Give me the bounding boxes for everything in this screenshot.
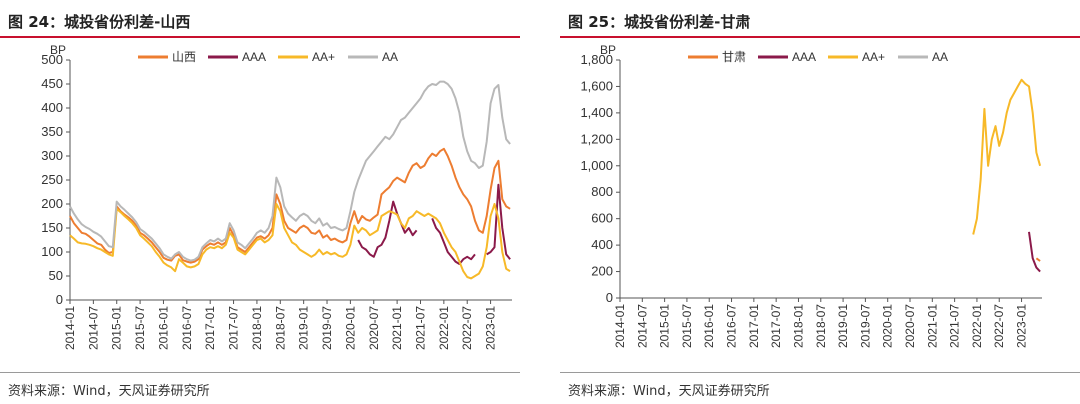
legend-label: AA+ xyxy=(312,50,335,64)
y-tick-label: 250 xyxy=(41,172,63,187)
y-tick-label: 1,800 xyxy=(580,52,613,67)
y-tick-label: 100 xyxy=(41,244,63,259)
y-tick-label: 0 xyxy=(606,290,613,305)
source-note: 资料来源：Wind，天风证券研究所 xyxy=(8,384,210,399)
y-tick-label: 800 xyxy=(591,184,613,199)
x-tick-label: 2018-01 xyxy=(791,304,805,348)
x-tick-label: 2018-07 xyxy=(273,306,287,350)
title-rule xyxy=(560,36,1080,38)
legend-label: AAA xyxy=(792,50,816,64)
x-tick-label: 2022-01 xyxy=(437,306,451,350)
chart-title: 图 24：城投省份利差-山西 xyxy=(8,13,191,31)
y-tick-label: 300 xyxy=(41,148,63,163)
legend-label: 山西 xyxy=(172,50,196,64)
x-tick-label: 2020-01 xyxy=(343,306,357,350)
x-tick-label: 2021-01 xyxy=(390,306,404,350)
x-tick-label: 2017-07 xyxy=(769,304,783,348)
x-tick-label: 2021-07 xyxy=(948,304,962,348)
series-line-1 xyxy=(357,183,511,265)
series-line-0 xyxy=(1035,257,1041,262)
legend-label: AA+ xyxy=(862,50,885,64)
x-tick-label: 2023-01 xyxy=(1015,304,1029,348)
y-tick-label: 200 xyxy=(41,196,63,211)
x-tick-label: 2015-01 xyxy=(110,306,124,350)
x-tick-label: 2021-07 xyxy=(413,306,427,350)
x-tick-label: 2016-07 xyxy=(180,306,194,350)
series-line-1 xyxy=(1028,231,1041,273)
chart-panel-right: 图 25：城投省份利差-甘肃 BP 0 200 400 600 800 1,000 1,200… xyxy=(560,0,1080,404)
legend-label: AA xyxy=(932,50,948,64)
y-tick-label: 1,200 xyxy=(580,131,613,146)
x-tick-label: 2019-01 xyxy=(297,306,311,350)
source-rule xyxy=(560,372,1080,373)
y-tick-label: 400 xyxy=(41,100,63,115)
x-tick-label: 2018-01 xyxy=(250,306,264,350)
chart-title: 图 25：城投省份利差-甘肃 xyxy=(568,13,751,31)
x-tick-label: 2015-07 xyxy=(680,304,694,348)
series-line-2 xyxy=(972,78,1042,235)
chart-panel-left: 图 24：城投省份利差-山西 BP 0 50 100 150 200 250 300 350 40… xyxy=(0,0,520,404)
title-rule xyxy=(0,36,520,38)
x-tick-label: 2014-01 xyxy=(63,306,77,350)
y-tick-label: 600 xyxy=(591,211,613,226)
y-tick-label: 400 xyxy=(591,237,613,252)
x-tick-label: 2022-07 xyxy=(992,304,1006,348)
legend-label: AA xyxy=(382,50,398,64)
x-tick-label: 2015-07 xyxy=(133,306,147,350)
x-tick-label: 2020-07 xyxy=(903,304,917,348)
x-tick-label: 2014-01 xyxy=(613,304,627,348)
y-tick-label: 1,600 xyxy=(580,78,613,93)
y-axis-label: BP xyxy=(600,43,616,57)
legend-label: AAA xyxy=(242,50,266,64)
x-tick-label: 2017-07 xyxy=(227,306,241,350)
y-tick-label: 0 xyxy=(56,292,63,307)
line-chart-shanxi: BP 0 50 100 150 200 250 300 350 400 450 500 2014-01 2… xyxy=(41,43,512,350)
series-line-0 xyxy=(69,147,511,264)
legend-label: 甘肃 xyxy=(722,50,746,64)
y-tick-label: 150 xyxy=(41,220,63,235)
x-tick-label: 2017-01 xyxy=(747,304,761,348)
line-chart-gansu: BP 0 200 400 600 800 1,000 1,200 1,400 1,600 1,800… xyxy=(580,43,1042,348)
source-rule xyxy=(0,372,520,373)
y-tick-label: 500 xyxy=(41,52,63,67)
x-tick-label: 2020-01 xyxy=(881,304,895,348)
y-tick-label: 1,000 xyxy=(580,158,613,173)
source-note: 资料来源：Wind，天风证券研究所 xyxy=(568,384,770,399)
x-tick-label: 2019-01 xyxy=(836,304,850,348)
x-tick-label: 2017-01 xyxy=(203,306,217,350)
x-tick-label: 2022-07 xyxy=(460,306,474,350)
x-tick-label: 2019-07 xyxy=(858,304,872,348)
x-tick-label: 2019-07 xyxy=(320,306,334,350)
x-tick-label: 2022-01 xyxy=(970,304,984,348)
y-axis-label: BP xyxy=(50,43,66,57)
y-tick-label: 350 xyxy=(41,124,63,139)
y-tick-label: 200 xyxy=(591,264,613,279)
x-tick-label: 2015-01 xyxy=(658,304,672,348)
y-tick-label: 50 xyxy=(49,268,63,283)
x-tick-label: 2014-07 xyxy=(635,304,649,348)
x-tick-label: 2014-07 xyxy=(86,306,100,350)
x-tick-label: 2016-01 xyxy=(702,304,716,348)
x-tick-label: 2021-01 xyxy=(925,304,939,348)
x-tick-label: 2016-07 xyxy=(725,304,739,348)
y-tick-label: 1,400 xyxy=(580,105,613,120)
x-tick-label: 2016-01 xyxy=(156,306,170,350)
series-line-2 xyxy=(69,203,511,280)
x-tick-label: 2023-01 xyxy=(484,306,498,350)
series-line-3 xyxy=(69,80,511,262)
y-tick-label: 450 xyxy=(41,76,63,91)
x-tick-label: 2018-07 xyxy=(814,304,828,348)
x-tick-label: 2020-07 xyxy=(367,306,381,350)
